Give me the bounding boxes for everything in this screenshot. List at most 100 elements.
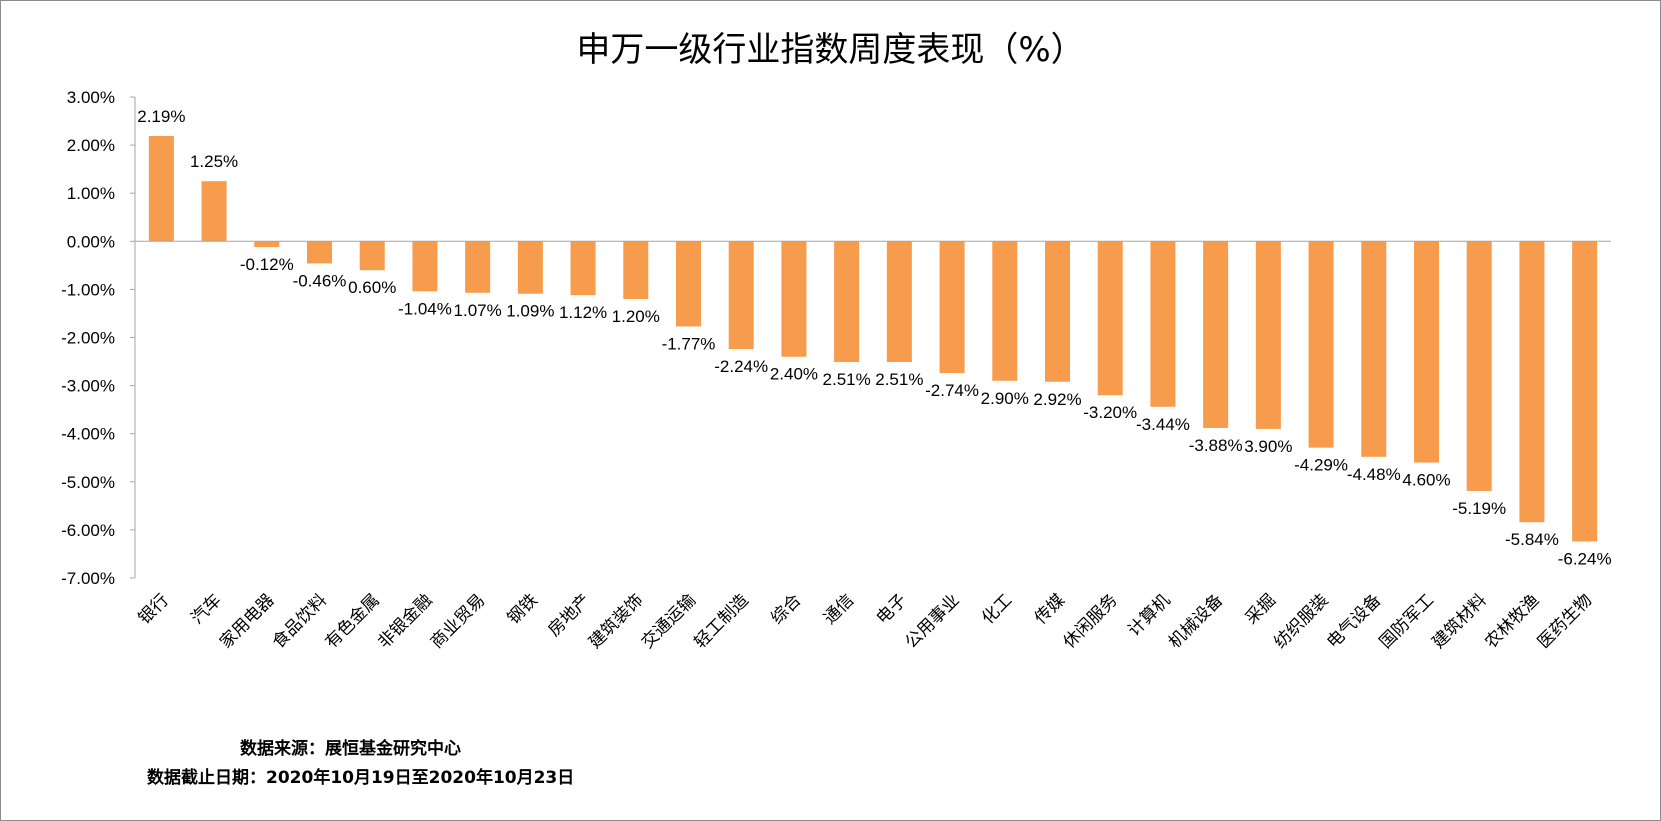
category-label: 休闲服务	[1060, 590, 1122, 652]
y-tick-label: -2.00%	[61, 329, 115, 348]
bar	[992, 241, 1018, 381]
data-label: -0.46%	[293, 271, 347, 290]
chart-title: 申万一级行业指数周度表现（%）	[576, 30, 1085, 70]
data-label: -5.84%	[1505, 530, 1559, 549]
category-label: 医药生物	[1534, 590, 1596, 652]
bar	[1255, 241, 1281, 429]
category-label: 银行	[135, 590, 173, 628]
bar	[939, 241, 965, 374]
bar	[781, 241, 807, 357]
bar	[1203, 241, 1229, 428]
category-label: 国防军工	[1376, 590, 1438, 652]
category-label: 计算机	[1124, 590, 1174, 640]
bar	[834, 241, 860, 363]
data-label: -3.88%	[1189, 436, 1243, 455]
data-label: -1.77%	[662, 334, 716, 353]
y-tick-label: -7.00%	[61, 569, 115, 588]
bar	[886, 241, 912, 363]
bar	[1414, 241, 1439, 463]
data-label: -3.20%	[1083, 403, 1137, 422]
category-label: 通信	[820, 590, 858, 628]
data-label: -5.19%	[1452, 499, 1506, 518]
category-label: 交通运输	[638, 590, 700, 652]
bar	[1361, 241, 1387, 457]
data-label: 3.90%	[1244, 437, 1292, 456]
bar	[728, 241, 754, 350]
bar	[1572, 241, 1598, 542]
y-tick-label: -5.00%	[61, 473, 115, 492]
category-label: 电子	[873, 590, 911, 628]
category-label: 机械设备	[1165, 590, 1227, 652]
category-label: 食品饮料	[269, 590, 331, 652]
data-label: -0.12%	[240, 255, 294, 274]
bar	[412, 241, 438, 292]
bar	[1045, 241, 1070, 382]
category-label: 非银金融	[374, 590, 436, 652]
y-tick-label: -4.00%	[61, 425, 115, 444]
data-label: 2.92%	[1033, 390, 1081, 409]
bar	[148, 135, 174, 242]
bar	[254, 241, 280, 248]
bar	[1150, 241, 1176, 407]
category-label: 汽车	[187, 590, 225, 628]
data-label: 4.60%	[1402, 471, 1450, 490]
bar	[517, 241, 543, 294]
category-label: 建筑材料	[1429, 590, 1491, 652]
data-label: 1.20%	[612, 307, 660, 326]
category-label: 家用电器	[216, 590, 278, 652]
category-label: 化工	[978, 590, 1016, 628]
y-tick-label: 0.00%	[67, 232, 115, 251]
category-label: 综合	[767, 590, 805, 628]
bar	[359, 241, 385, 271]
category-label: 采掘	[1242, 590, 1280, 628]
data-label: 2.51%	[823, 370, 871, 389]
data-label: -1.04%	[398, 299, 452, 318]
category-label: 纺织服装	[1270, 590, 1332, 652]
category-label: 房地产	[544, 590, 594, 640]
bar	[676, 241, 701, 327]
data-label: -2.74%	[925, 381, 979, 400]
bars	[148, 135, 1598, 542]
bar	[570, 241, 596, 296]
bar	[1519, 241, 1545, 523]
data-label: 1.07%	[454, 301, 502, 320]
data-label: -4.29%	[1294, 456, 1348, 475]
footer-date-range: 数据截止日期：2020年10月19日至2020年10月23日	[147, 768, 575, 788]
data-label: 1.12%	[559, 303, 607, 322]
y-tick-label: -3.00%	[61, 377, 115, 396]
data-label: 2.19%	[137, 107, 185, 126]
category-label: 轻工制造	[691, 590, 753, 652]
data-labels: 2.19%1.25%-0.12%-0.46% 0.60%-1.04% 1.07% 1.…	[137, 107, 1611, 568]
category-label: 传媒	[1031, 590, 1069, 628]
y-tick-label: -6.00%	[61, 521, 115, 540]
y-tick-label: -1.00%	[61, 280, 115, 299]
bar	[1308, 241, 1334, 448]
data-label: -2.24%	[714, 357, 768, 376]
bar	[1466, 241, 1492, 491]
bar	[623, 241, 649, 300]
data-label: -4.48%	[1347, 465, 1401, 484]
category-label: 电气设备	[1323, 590, 1385, 652]
y-tick-label: 3.00%	[67, 88, 115, 107]
data-label: 1.09%	[506, 302, 554, 321]
category-label: 公用事业	[901, 590, 963, 652]
footer-source: 数据来源：展恒基金研究中心	[240, 739, 461, 759]
data-label: 2.90%	[981, 389, 1029, 408]
data-label: -6.24%	[1558, 549, 1612, 568]
data-label: 2.51%	[875, 370, 923, 389]
bar	[201, 181, 227, 242]
category-label: 农林牧渔	[1481, 590, 1543, 652]
category-label: 有色金属	[322, 590, 384, 652]
y-tick-label: 1.00%	[67, 184, 115, 203]
bar	[1097, 241, 1123, 396]
data-label: -3.44%	[1136, 415, 1190, 434]
category-label: 钢铁	[504, 590, 542, 628]
category-label: 建筑装饰	[585, 590, 647, 652]
bar	[465, 241, 491, 293]
y-tick-label: 2.00%	[67, 136, 115, 155]
y-axis: 3.00% 2.00% 1.00% 0.00% -1.00% -2.00% -3.00% -4…	[61, 88, 136, 588]
category-label: 商业贸易	[427, 590, 489, 652]
bar	[307, 241, 332, 264]
